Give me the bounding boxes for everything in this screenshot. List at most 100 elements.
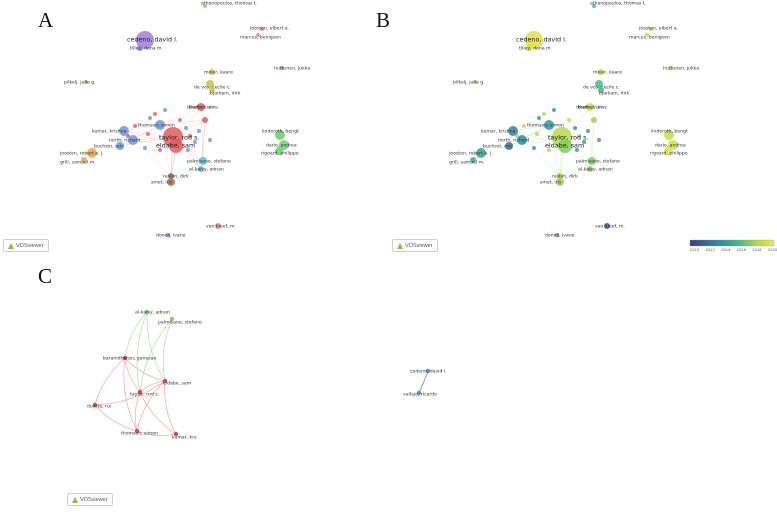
panel-c-node-label: al-kaisy, adnan — [135, 310, 170, 316]
panel-b-node-label: athanopoulos, thomas t. — [590, 1, 646, 7]
panel-c-node — [416, 390, 422, 396]
panel-c-edge — [124, 311, 148, 359]
panel-c-edges — [94, 311, 429, 436]
panel-b-minor-node — [537, 116, 541, 120]
panel-b-node — [664, 147, 672, 155]
panel-b-node — [508, 126, 518, 136]
panel-a-node-label: thakral, sir v. — [189, 105, 219, 111]
panel-b-minor-node — [575, 148, 579, 152]
panel-c-edge — [136, 311, 148, 393]
panel-b-node — [526, 45, 532, 51]
panel-c-edge — [136, 430, 177, 436]
panel-b-minor-node — [567, 118, 571, 122]
panel-b-node-label: pilkelj, julie g. — [453, 80, 485, 86]
panel-b-node-label: marcus, benigsen — [629, 35, 670, 41]
panel-a-node — [202, 117, 208, 123]
panel-c-edge — [124, 357, 166, 382]
panel-a-node-label: athanopoulos, thomas t. — [201, 1, 257, 7]
panel-b-edge — [508, 124, 550, 147]
panel-b-edge — [548, 106, 591, 126]
panel-b-node-label: linderoth, bengt — [651, 129, 688, 135]
panel-b-node-label: raslan, dirk — [552, 174, 578, 180]
panel-a-node-label: palmisano, stefano — [187, 159, 231, 165]
panel-b-minor-node — [535, 132, 539, 136]
panel-b-node — [604, 223, 610, 229]
panel-b-node — [598, 69, 604, 75]
panel-c-node-label: thomson, simon — [121, 431, 158, 437]
panel-b-minor-node — [573, 126, 577, 130]
panel-b-edge — [591, 119, 595, 162]
panel-a-edge — [132, 139, 172, 177]
panel-b-edge — [559, 160, 593, 183]
panel-b-node — [649, 27, 653, 31]
panel-a-node — [128, 135, 138, 145]
panel-a-node — [199, 157, 207, 165]
panel-b-node-label: duarte, rui v. — [576, 105, 605, 111]
panel-b-node-label: thakral, sir v. — [578, 105, 608, 111]
panel-letter-a: A — [38, 8, 54, 32]
panel-a-minor-node — [148, 116, 152, 120]
panel-a-minor-node — [188, 134, 192, 138]
panel-b-node-label: tilley, dana m. — [519, 46, 552, 52]
panel-b-node — [588, 157, 596, 165]
panel-c-node — [134, 428, 140, 434]
panel-c-edge — [94, 357, 126, 406]
panel-a-minor-node — [178, 118, 182, 122]
panel-a-edge — [119, 124, 161, 147]
panel-b-edge — [559, 168, 591, 177]
vosviewer-badge-label: VOSviewer — [16, 242, 44, 249]
panel-a-edge — [123, 124, 161, 132]
panel-c-node-label: duarte, rui — [87, 404, 111, 410]
panel-b-node-label: north, richard — [498, 138, 529, 144]
panel-a-node-label: rigoard, philippe — [261, 151, 299, 157]
panel-b-node — [473, 80, 477, 84]
coauthor-map-panel-c: al-kaisy, adnan palmisano, stefano baranid… — [87, 310, 447, 441]
panel-a-node — [169, 139, 183, 153]
panel-b-node — [556, 178, 564, 186]
panel-a-node-label: tilley, dana m. — [130, 46, 163, 52]
panel-b-minor-node — [597, 138, 601, 142]
panel-c-node-label: baranidharan, ganesan — [103, 356, 156, 362]
panel-c-edge — [164, 380, 177, 435]
panel-a-node-label: bjarkam, dirk — [210, 91, 241, 97]
panel-a-node — [119, 126, 129, 136]
panel-b-minor-node — [582, 140, 586, 144]
panel-a-edge — [202, 119, 206, 162]
panel-b-node — [470, 157, 476, 163]
panel-a-node — [166, 233, 170, 237]
vosviewer-logo-icon — [397, 242, 403, 249]
panel-a-node-label: thomson, simon — [138, 123, 175, 129]
panel-a-node — [81, 157, 87, 163]
panel-a-node-label: doneij, ivano — [156, 233, 186, 239]
panel-b-edge — [521, 139, 561, 177]
panel-a-edges — [83, 39, 285, 183]
panel-b-minor-node — [542, 112, 546, 116]
panel-a-edge — [159, 119, 206, 126]
colorbar-gradient — [689, 239, 775, 247]
vosviewer-badge-a: VOSviewer — [3, 239, 49, 252]
colorbar-tick-label: 2012 — [706, 248, 715, 252]
panel-a-node-label: smet, iris — [151, 180, 173, 186]
panel-c-node — [173, 431, 179, 437]
panel-b-node-label: thomson, simon — [527, 123, 564, 129]
vosviewer-badge-b: VOSviewer — [392, 239, 438, 252]
panel-a-minor-node — [208, 138, 212, 142]
panel-a-node — [275, 147, 283, 155]
panel-c-node — [425, 368, 431, 374]
panel-a-minor-node — [193, 140, 197, 144]
vosviewer-logo-icon — [72, 496, 78, 503]
panel-b-node-label: grill, samuel m. — [449, 160, 485, 166]
panel-a-node-label: raslan, dirk — [163, 174, 189, 180]
panel-a-minor-node — [184, 126, 188, 130]
panel-b-node — [505, 142, 513, 150]
panel-a-node — [275, 130, 285, 140]
panel-a-node — [198, 166, 204, 172]
panel-b-node-label: rigoard, philippe — [650, 151, 688, 157]
panel-a-minor-node — [153, 112, 157, 116]
panel-b-node-label: cedeno, david l. — [516, 36, 567, 44]
panel-a-node-label: north, richard — [109, 138, 140, 144]
panel-c-edge — [135, 391, 141, 432]
network-map-panel-a: cedeno, david l. tilley, dana m. athanopou… — [59, 1, 310, 239]
panel-a-node — [206, 80, 214, 88]
